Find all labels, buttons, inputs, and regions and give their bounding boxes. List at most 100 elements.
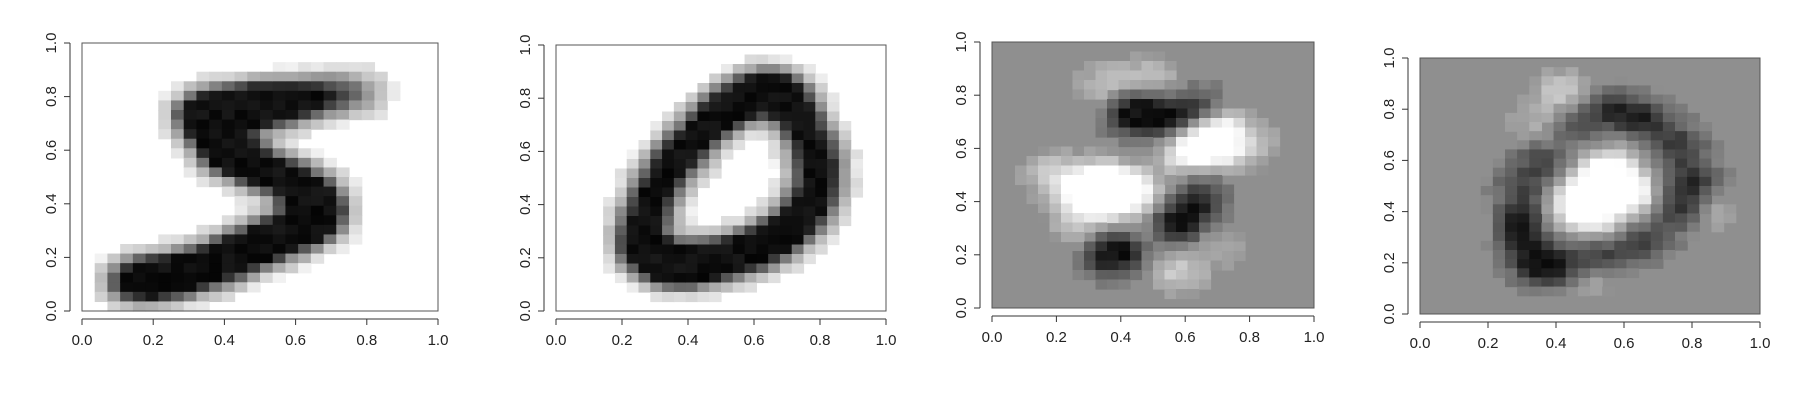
heatmap-cell (721, 140, 734, 151)
heatmap-cell (732, 73, 746, 84)
heatmap-cell (1222, 184, 1235, 195)
heatmap-cell (1061, 213, 1074, 224)
heatmap-cell (756, 54, 769, 65)
heatmap-cell (827, 149, 840, 160)
heatmap-cell (1072, 213, 1085, 224)
heatmap-cell (815, 83, 828, 94)
heatmap-cell (1529, 231, 1543, 242)
heatmap-cell (673, 225, 687, 236)
heatmap-cell (1107, 203, 1120, 214)
heatmap-cell (158, 291, 172, 303)
y-tick-label: 1.0 (953, 32, 970, 53)
heatmap-cell (662, 225, 675, 236)
heatmap-cell (1650, 222, 1664, 233)
heatmap-cell (260, 148, 274, 159)
heatmap-cell (744, 235, 757, 246)
heatmap-cell (803, 168, 816, 179)
heatmap-cell (1118, 80, 1131, 91)
heatmap-cell (1517, 222, 1530, 233)
heatmap-cell (1107, 194, 1120, 205)
heatmap-cell (1210, 89, 1223, 100)
heatmap-cell (1505, 259, 1518, 269)
heatmap-cell (1711, 222, 1725, 233)
heatmap-cell (1577, 158, 1591, 169)
heatmap-cell (768, 54, 781, 65)
heatmap-cell (779, 102, 793, 113)
y-tick-label: 0.6 (517, 141, 534, 162)
heatmap-cell (196, 167, 210, 178)
heatmap-cell (1553, 94, 1567, 105)
heatmap-cell (732, 244, 746, 255)
heatmap-cell (1176, 146, 1189, 157)
heatmap-cell (791, 263, 805, 274)
heatmap-cell (1577, 240, 1591, 251)
heatmap-cell (310, 62, 325, 73)
heatmap-cell (709, 121, 722, 132)
heatmap-cell (158, 100, 172, 111)
heatmap-cell (1541, 268, 1555, 279)
heatmap-cell (1699, 122, 1713, 132)
heatmap-cell (1492, 259, 1506, 269)
heatmap-cell (1687, 122, 1700, 132)
heatmap-cell (638, 197, 651, 208)
heatmap-cell (1256, 165, 1269, 176)
heatmap-cell (387, 81, 401, 92)
heatmap-cell (673, 273, 687, 284)
heatmap-cell (285, 62, 299, 73)
heatmap-cell (1061, 165, 1074, 176)
heatmap-cell (1529, 131, 1543, 141)
heatmap-cell (1072, 146, 1085, 157)
y-tick-label: 0.0 (517, 301, 534, 322)
heatmap-cell (815, 187, 828, 198)
heatmap-cell (1199, 241, 1212, 252)
heatmap-cell (1638, 94, 1652, 105)
heatmap-cell (349, 196, 363, 207)
heatmap-cell (1662, 222, 1676, 233)
heatmap-cell (1233, 118, 1246, 129)
heatmap-cell (196, 100, 210, 111)
heatmap-cell (1141, 89, 1154, 100)
heatmap-cell (1176, 118, 1189, 129)
plot-frame (991, 41, 1315, 309)
heatmap-cell (298, 167, 312, 178)
heatmap-cell (803, 244, 816, 255)
heatmap-cell (1084, 70, 1097, 81)
heatmap-cell (662, 273, 675, 284)
heatmap-cell (310, 100, 325, 111)
heatmap-cell (1529, 286, 1543, 297)
heatmap-cell (234, 263, 248, 274)
heatmap-cell (1529, 204, 1543, 215)
heatmap-cell (1245, 108, 1258, 119)
heatmap-cell (298, 71, 312, 82)
heatmap-cell (1505, 268, 1518, 279)
heatmap-cell (1164, 70, 1177, 81)
heatmap-cell (626, 244, 640, 255)
heatmap-cell (827, 197, 840, 208)
heatmap-cell (662, 187, 675, 198)
heatmap-cell (1164, 270, 1177, 281)
heatmap-cell (1626, 176, 1640, 187)
heatmap-cell (171, 291, 185, 303)
heatmap-cell (803, 102, 816, 113)
heatmap-cell (1626, 94, 1640, 105)
heatmap-cell (815, 178, 828, 189)
heatmap-cell (1565, 277, 1579, 288)
heatmap-cell (709, 92, 722, 103)
heatmap-cell (1699, 158, 1713, 169)
heatmap-cell (1153, 51, 1166, 62)
x-tick-label: 1.0 (876, 332, 897, 349)
heatmap-cell (1614, 195, 1628, 205)
heatmap-cell (374, 90, 388, 102)
heatmap-cell (1577, 167, 1591, 178)
heatmap-cell (1602, 259, 1615, 269)
heatmap-cell (1118, 213, 1131, 224)
heatmap-cell (1176, 165, 1189, 176)
heatmap-cell (791, 216, 805, 227)
heatmap-cell (1107, 108, 1120, 119)
heatmap-cell (1176, 108, 1189, 119)
heatmap-cell (721, 235, 734, 246)
heatmap-cell (815, 92, 828, 103)
heatmap-cell (1699, 167, 1713, 178)
heatmap-cell (1222, 260, 1235, 271)
heatmap-cell (744, 83, 757, 94)
